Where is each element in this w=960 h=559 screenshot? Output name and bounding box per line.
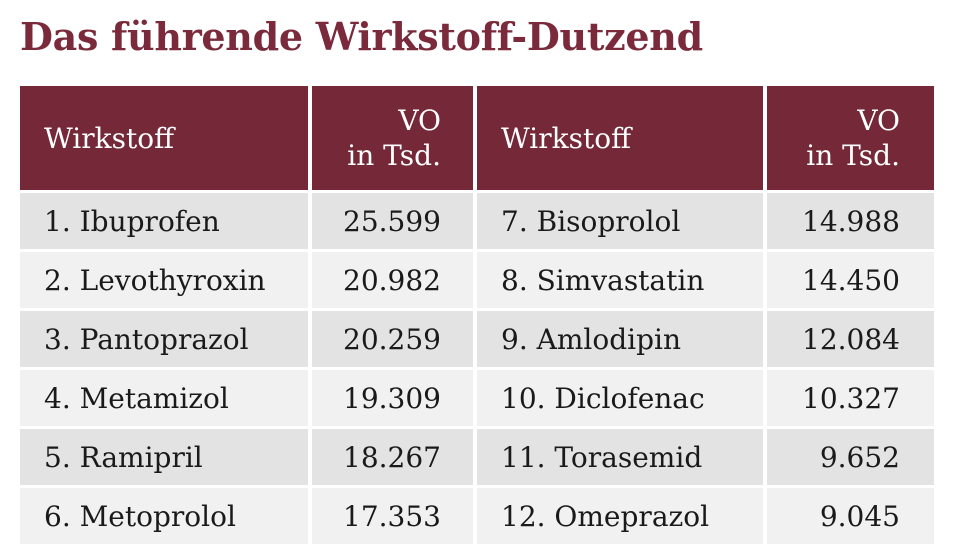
header-vo-right-line1: VO <box>857 104 900 137</box>
header-wirkstoff-left: Wirkstoff <box>20 86 308 190</box>
table-row: 6. Metoprolol 17.353 12. Omeprazol 9.045 <box>20 488 938 544</box>
drug-name-cell: 8. Simvastatin <box>477 252 763 308</box>
drug-name-cell: 2. Levothyroxin <box>20 252 308 308</box>
vo-value-cell: 18.267 <box>312 429 473 485</box>
vo-value-cell: 9.045 <box>767 488 934 544</box>
table-row: 1. Ibuprofen 25.599 7. Bisoprolol 14.988 <box>20 193 938 249</box>
header-vo-right-line2: in Tsd. <box>806 139 900 172</box>
vo-value-cell: 20.259 <box>312 311 473 367</box>
vo-value-cell: 17.353 <box>312 488 473 544</box>
drug-name-cell: 3. Pantoprazol <box>20 311 308 367</box>
drug-name-cell: 10. Diclofenac <box>477 370 763 426</box>
table-row: 2. Levothyroxin 20.982 8. Simvastatin 14… <box>20 252 938 308</box>
header-vo-left: VO in Tsd. <box>312 86 473 190</box>
vo-value-cell: 9.652 <box>767 429 934 485</box>
table-row: 3. Pantoprazol 20.259 9. Amlodipin 12.08… <box>20 311 938 367</box>
drug-name-cell: 5. Ramipril <box>20 429 308 485</box>
page-title: Das führende Wirkstoff-Dutzend <box>20 14 703 59</box>
vo-value-cell: 25.599 <box>312 193 473 249</box>
vo-value-cell: 14.450 <box>767 252 934 308</box>
vo-value-cell: 10.327 <box>767 370 934 426</box>
vo-value-cell: 20.982 <box>312 252 473 308</box>
header-wirkstoff-right: Wirkstoff <box>477 86 763 190</box>
drug-name-cell: 4. Metamizol <box>20 370 308 426</box>
wirkstoff-table: Wirkstoff VO in Tsd. Wirkstoff VO in Tsd… <box>20 86 938 547</box>
header-vo-left-line2: in Tsd. <box>347 139 441 172</box>
drug-name-cell: 6. Metoprolol <box>20 488 308 544</box>
vo-value-cell: 19.309 <box>312 370 473 426</box>
drug-name-cell: 9. Amlodipin <box>477 311 763 367</box>
vo-value-cell: 14.988 <box>767 193 934 249</box>
vo-value-cell: 12.084 <box>767 311 934 367</box>
drug-name-cell: 11. Torasemid <box>477 429 763 485</box>
drug-name-cell: 12. Omeprazol <box>477 488 763 544</box>
drug-name-cell: 7. Bisoprolol <box>477 193 763 249</box>
header-vo-left-line1: VO <box>398 104 441 137</box>
drug-name-cell: 1. Ibuprofen <box>20 193 308 249</box>
table-header-row: Wirkstoff VO in Tsd. Wirkstoff VO in Tsd… <box>20 86 938 190</box>
header-vo-right: VO in Tsd. <box>767 86 934 190</box>
table-row: 4. Metamizol 19.309 10. Diclofenac 10.32… <box>20 370 938 426</box>
table-row: 5. Ramipril 18.267 11. Torasemid 9.652 <box>20 429 938 485</box>
